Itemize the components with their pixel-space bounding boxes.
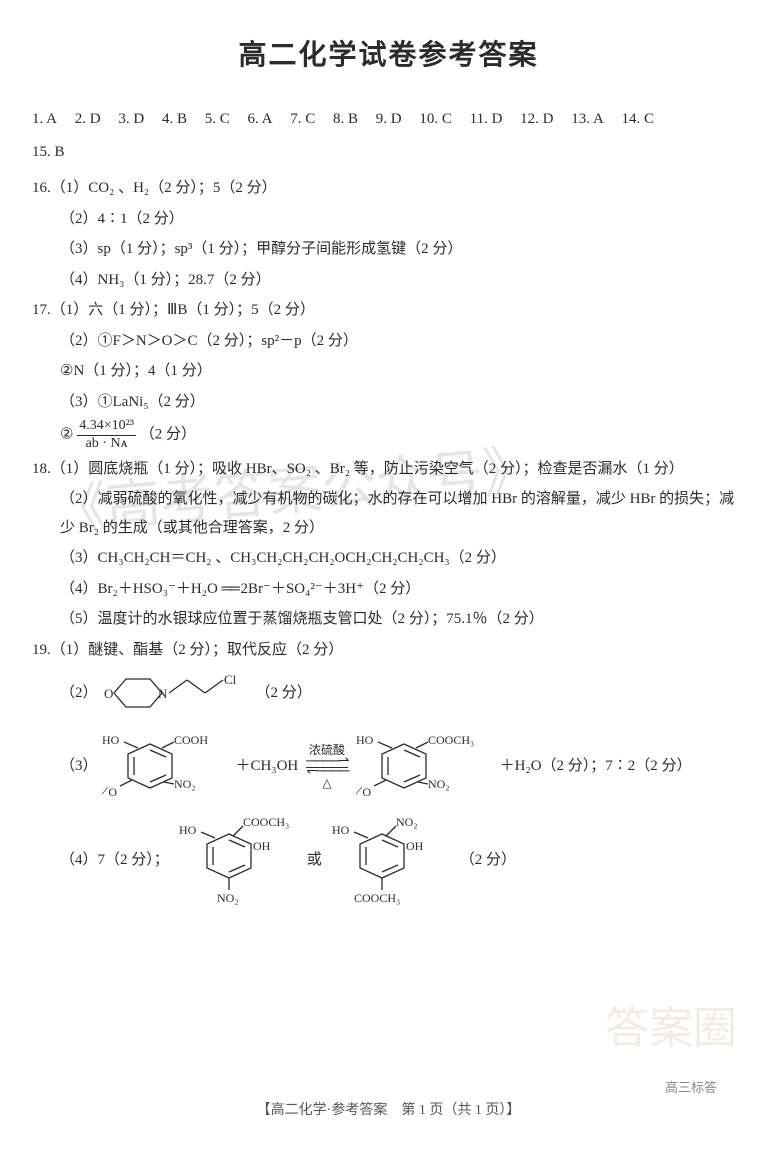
- svg-text:Cl: Cl: [224, 672, 237, 687]
- q16-4: （4）NH₃（1 分）；28.7（2 分）: [32, 266, 745, 295]
- q19-2-post: （2 分）: [256, 679, 312, 708]
- q19-3-mid1: ＋CH₃OH: [236, 752, 299, 781]
- q17-4: （3）①LaNi₅（2 分）: [32, 388, 745, 417]
- mcq-12: 12. D: [520, 105, 553, 134]
- mcq-11: 11. D: [470, 105, 503, 134]
- svg-text:O: O: [104, 686, 113, 701]
- q19-4: （4）7（2 分）； HO COOCH₃ OH NO₂ 或 HO NO₂ OH …: [32, 812, 745, 908]
- q16-2: （2）4∶1（2 分）: [32, 205, 745, 234]
- svg-text:⟋O: ⟋O: [102, 785, 117, 799]
- svg-text:HO: HO: [356, 733, 374, 747]
- mcq-5: 5. C: [205, 105, 230, 134]
- mcq-15: 15. B: [32, 144, 65, 160]
- equals-icon: ══: [222, 581, 237, 597]
- svg-text:NO₂: NO₂: [428, 777, 450, 791]
- q19-4-post: （2 分）: [460, 846, 516, 875]
- svg-text:HO: HO: [102, 733, 120, 747]
- svg-text:NO₂: NO₂: [396, 815, 418, 829]
- mcq-2: 2. D: [75, 105, 101, 134]
- svg-text:OH: OH: [253, 839, 271, 853]
- svg-text:NO₂: NO₂: [174, 777, 196, 791]
- mcq-4: 4. B: [162, 105, 187, 134]
- mcq-8: 8. B: [333, 105, 358, 134]
- mcq-3: 3. D: [118, 105, 144, 134]
- benzene-product-icon: HO COOCH₃ ⟋O NO₂: [356, 726, 496, 806]
- q19-3-mid2: ＋H₂O（2 分）；7∶2（2 分）: [500, 752, 692, 781]
- equilibrium-arrow-icon: 浓硫酸 ────⇀ ↽──── △: [306, 744, 347, 789]
- svg-text:⟋O: ⟋O: [356, 785, 371, 799]
- page-title: 高二化学试卷参考答案: [32, 28, 745, 81]
- svg-text:HO: HO: [332, 823, 350, 837]
- q17-1: 17.（1）六（1 分）；ⅢB（1 分）；5（2 分）: [32, 296, 745, 325]
- q19-4-pre: （4）7（2 分）；: [60, 846, 169, 875]
- svg-text:OH: OH: [406, 839, 424, 853]
- q19-2-pre: （2）: [60, 679, 98, 708]
- q19-3: （3） HO COOH ⟋O NO₂ ＋CH₃OH 浓硫酸 ────⇀ ↽───…: [32, 726, 745, 806]
- q19-4-or: 或: [307, 846, 322, 875]
- svg-text:N: N: [158, 686, 168, 701]
- q16-3: （3）sp（1 分）；sp³（1 分）；甲醇分子间能形成氢键（2 分）: [32, 235, 745, 264]
- q17-2: （2）①F＞N＞O＞C（2 分）；sp²－p（2 分）: [32, 327, 745, 356]
- benzene-isomer-b-icon: HO NO₂ OH COOCH₃: [326, 812, 456, 908]
- q18-5: （5）温度计的水银球应位置于蒸馏烧瓶支管口处（2 分）；75.1％（2 分）: [32, 605, 745, 634]
- mcq-13: 13. A: [571, 105, 604, 134]
- q19-2: （2） O N Cl （2 分）: [32, 666, 745, 720]
- svg-text:COOCH₃: COOCH₃: [354, 891, 400, 905]
- mcq-row-2: 15. B: [32, 138, 745, 167]
- corner-mark: 高三标答: [665, 1076, 717, 1101]
- mcq-9: 9. D: [376, 105, 402, 134]
- frac-top: 4.34×10²³: [77, 418, 136, 436]
- q19-1: 19.（1）醚键、酯基（2 分）；取代反应（2 分）: [32, 636, 745, 665]
- page-footer: 【高二化学·参考答案 第 1 页（共 1 页）】: [0, 1098, 777, 1125]
- mcq-row-1: 1. A 2. D 3. D 4. B 5. C 6. A 7. C 8. B …: [32, 105, 745, 134]
- q16-1: 16.（1）CO₂ 、H₂（2 分）；5（2 分）: [32, 174, 745, 203]
- svg-text:COOH: COOH: [174, 733, 208, 747]
- svg-text:HO: HO: [179, 823, 197, 837]
- q19-3-pre: （3）: [60, 752, 98, 781]
- q18-2: （2）减弱硫酸的氧化性，减少有机物的碳化；水的存在可以增加 HBr 的溶解量，减…: [32, 485, 745, 542]
- mcq-10: 10. C: [419, 105, 452, 134]
- benzene-isomer-a-icon: HO COOCH₃ OH NO₂: [173, 812, 303, 908]
- morpholine-structure-icon: O N Cl: [102, 666, 252, 720]
- q17-5-pre: ②: [60, 427, 73, 443]
- q18-4a: （4）Br₂＋HSO₃⁻＋H₂O: [60, 581, 218, 597]
- q17-3: ②N（1 分）；4（1 分）: [32, 357, 745, 386]
- frac-bot: ab · Nᴀ: [77, 436, 136, 453]
- fraction: 4.34×10²³ ab · Nᴀ: [77, 418, 136, 453]
- svg-text:NO₂: NO₂: [217, 891, 239, 905]
- q18-4: （4）Br₂＋HSO₃⁻＋H₂O ══ 2Br⁻＋SO₄²⁻＋3H⁺（2 分）: [32, 575, 745, 604]
- q17-5-post: （2 分）: [140, 427, 196, 443]
- q18-3: （3）CH₃CH₂CH＝CH₂ 、CH₃CH₂CH₂CH₂OCH₂CH₂CH₂C…: [32, 544, 745, 573]
- benzene-reactant-icon: HO COOH ⟋O NO₂: [102, 726, 232, 806]
- mcq-7: 7. C: [290, 105, 315, 134]
- mcq-6: 6. A: [247, 105, 272, 134]
- q17-5: ② 4.34×10²³ ab · Nᴀ （2 分）: [32, 418, 745, 453]
- bg-logo: 答案圈: [605, 987, 737, 1071]
- svg-text:COOCH₃: COOCH₃: [243, 815, 289, 829]
- svg-text:COOCH₃: COOCH₃: [428, 733, 474, 747]
- q18-1: 18.（1）圆底烧瓶（1 分）；吸收 HBr、SO₂ 、Br₂ 等，防止污染空气…: [32, 455, 745, 484]
- q18-4b: 2Br⁻＋SO₄²⁻＋3H⁺（2 分）: [241, 581, 421, 597]
- mcq-1: 1. A: [32, 105, 57, 134]
- mcq-14: 14. C: [622, 105, 655, 134]
